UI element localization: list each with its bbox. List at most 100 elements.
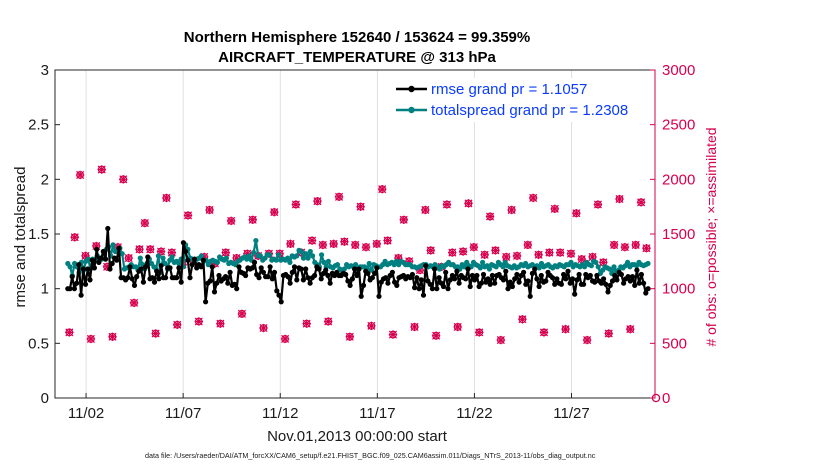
totalspread-point: [353, 262, 359, 268]
obs-assimilated-marker: [183, 211, 193, 220]
obs-count-point: [555, 248, 565, 257]
obs-count-point: [399, 215, 408, 224]
obs-assimilated-marker: [394, 253, 403, 263]
rmse-point: [214, 280, 220, 286]
obs-count-point: [329, 239, 338, 249]
totalspread-point: [493, 264, 499, 270]
rmse-point: [500, 277, 507, 283]
totalspread-point: [582, 264, 588, 270]
rmse-point: [552, 281, 558, 287]
rmse-point: [156, 276, 162, 282]
obs-count-point: [604, 329, 613, 338]
rmse-point: [69, 274, 75, 280]
obs-count-point: [140, 218, 150, 228]
totalspread-point: [169, 254, 175, 260]
rmse-point: [207, 278, 213, 284]
rmse-point: [167, 265, 173, 271]
rmse-point: [360, 282, 367, 288]
totalspread-point: [85, 256, 91, 262]
obs-assimilated-marker: [248, 215, 257, 224]
totalspread-point: [300, 255, 307, 261]
rmse-point: [352, 266, 358, 272]
series-rmse: [65, 225, 651, 305]
rmse-point: [89, 257, 95, 263]
rmse-point: [274, 288, 280, 294]
obs-assimilated-marker: [388, 330, 398, 339]
obs-assimilated-marker: [534, 250, 543, 259]
obs-count-point: [156, 247, 166, 256]
obs-assimilated-marker: [615, 194, 624, 204]
totalspread-point: [176, 260, 182, 267]
obs-assimilated-marker: [458, 247, 468, 256]
obs-assimilated-marker: [92, 241, 101, 251]
rmse-point: [67, 286, 73, 292]
obs-count-point: [539, 328, 549, 337]
obs-assimilated-marker: [318, 240, 328, 250]
obs-assimilated-marker: [572, 209, 581, 218]
obs-count-point: [448, 248, 457, 257]
totalspread-point: [67, 264, 73, 270]
obs-assimilated-marker: [334, 192, 344, 202]
obs-assimilated-marker: [582, 335, 592, 345]
rmse-point: [129, 276, 135, 282]
obs-assimilated-marker: [453, 322, 462, 332]
rmse-point: [561, 271, 567, 278]
rmse-point: [345, 278, 351, 284]
rmse-point: [414, 275, 420, 281]
obs-assimilated-marker: [367, 321, 376, 331]
x-tick-label: 11/02: [68, 405, 104, 422]
obs-assimilated-marker: [496, 335, 506, 345]
obs-count-point: [372, 239, 381, 249]
rmse-point: [607, 282, 613, 288]
rmse-point: [516, 279, 522, 285]
y-left-tick-label: 0.5: [28, 335, 49, 352]
rmse-point: [236, 264, 242, 270]
rmse-point: [176, 265, 182, 271]
rmse-point: [469, 272, 475, 279]
obs-assimilated-marker: [270, 207, 279, 217]
rmse-point: [191, 256, 198, 262]
rmse-point: [347, 282, 353, 288]
y-right-tick-label: 500: [662, 335, 687, 352]
obs-assimilated-marker: [156, 247, 166, 256]
rmse-point: [149, 275, 155, 281]
obs-assimilated-marker: [259, 323, 268, 333]
rmse-point: [300, 277, 306, 283]
totalspread-point: [593, 259, 599, 265]
obs-assimilated-marker: [636, 198, 646, 207]
rmse-point: [509, 283, 515, 290]
obs-assimilated-marker: [97, 165, 106, 174]
rmse-point: [567, 280, 573, 286]
rmse-point: [598, 280, 605, 286]
rmse-point: [183, 248, 189, 255]
rmse-point: [505, 286, 511, 292]
obs-count-point: [313, 197, 322, 206]
y-axis-left-label: rmse and totalspread: [12, 167, 29, 308]
rmse-point: [231, 281, 238, 287]
rmse-point: [534, 276, 540, 282]
rmse-point: [618, 271, 625, 278]
rmse-point: [354, 272, 360, 279]
obs-assimilated-marker: [280, 334, 290, 344]
rmse-point: [343, 271, 349, 278]
rmse-point: [265, 274, 271, 280]
rmse-point: [383, 275, 389, 281]
data-file-footnote: data file: /Users/raeder/DAI/ATM_forcXX/…: [145, 451, 596, 460]
y-right-tick-label: 1000: [662, 281, 695, 298]
obs-assimilated-marker: [81, 251, 90, 261]
rmse-point: [549, 275, 556, 281]
rmse-point: [198, 264, 204, 270]
rmse-point: [638, 271, 645, 278]
obs-count-point: [356, 202, 365, 211]
rmse-point: [365, 270, 371, 276]
rmse-point: [385, 280, 391, 286]
rmse-point: [394, 282, 400, 288]
obs-count-point: [124, 253, 133, 263]
obs-count-point: [377, 184, 387, 194]
obs-assimilated-marker: [372, 239, 381, 249]
totalspread-point: [625, 259, 631, 265]
rmse-point: [143, 264, 149, 270]
rmse-point: [249, 265, 255, 271]
rmse-point: [223, 274, 229, 280]
